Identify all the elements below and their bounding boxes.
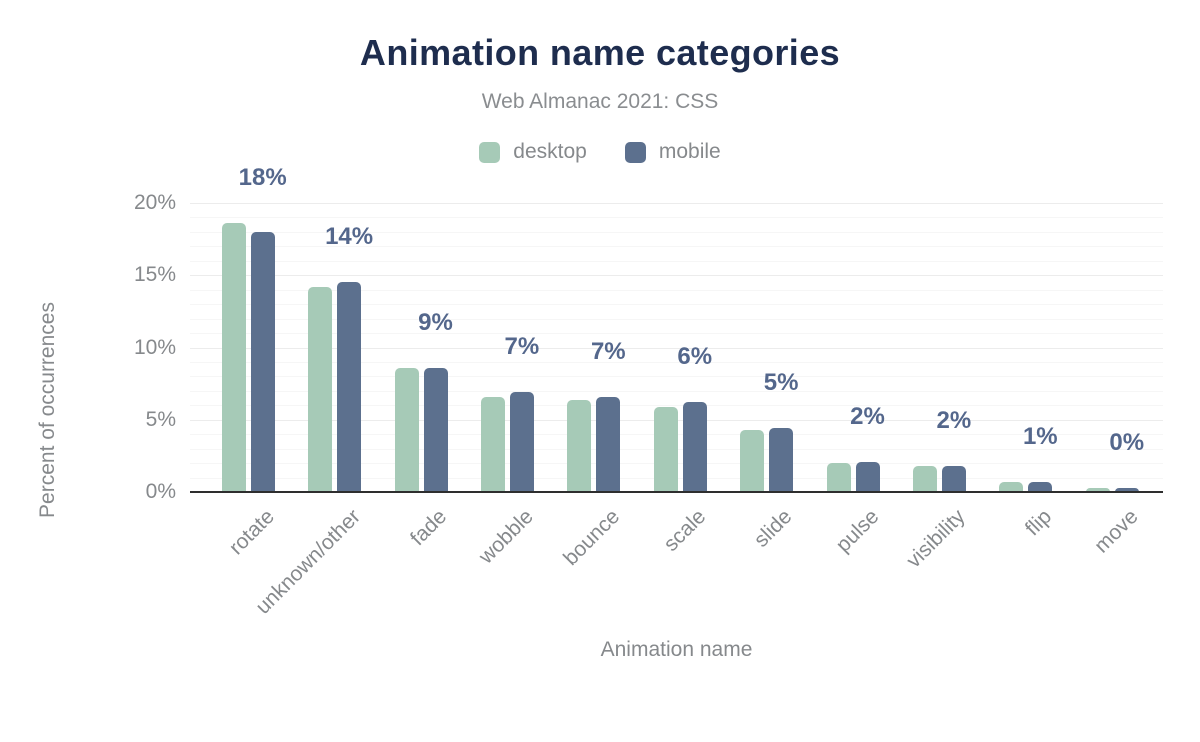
bar-mobile-wobble [509, 392, 534, 492]
major-gridline [190, 275, 1163, 277]
y-tick-label: 15% [133, 263, 176, 287]
minor-gridline [190, 217, 1163, 219]
bar-mobile-visibility [941, 465, 966, 492]
bar-mobile-move [1114, 487, 1139, 492]
x-tick-label: visibility [902, 505, 970, 573]
legend-label-mobile: mobile [658, 140, 721, 163]
legend-item-mobile: mobile [624, 140, 721, 164]
x-tick-label: pulse [831, 505, 884, 557]
bar-desktop-slide [740, 429, 765, 492]
mobile-swatch-icon [624, 141, 646, 163]
bar-desktop-wobble [480, 396, 505, 492]
x-tick-label: flip [1020, 505, 1057, 541]
desktop-swatch-icon [479, 141, 501, 163]
minor-gridline [190, 246, 1163, 248]
bar-mobile-fade [423, 367, 448, 492]
bar-mobile-flip [1028, 481, 1053, 492]
legend-item-desktop: desktop [479, 140, 587, 164]
x-tick-label: rotate [224, 505, 279, 560]
x-tick-label: scale [659, 505, 711, 556]
data-label: 7% [504, 333, 540, 361]
x-axis-title: Animation name [600, 638, 753, 661]
data-label: 18% [238, 164, 287, 192]
x-tick-label: bounce [559, 505, 625, 570]
legend: desktop mobile [0, 140, 1200, 164]
bar-desktop-move [1085, 487, 1110, 492]
data-label: 7% [590, 337, 626, 365]
y-tick-label: 20% [133, 191, 176, 214]
minor-gridline [190, 231, 1163, 233]
y-tick-label: 0% [145, 480, 176, 503]
data-label: 14% [325, 223, 374, 251]
data-label: 2% [850, 402, 885, 430]
bar-desktop-bounce [567, 399, 592, 492]
bar-mobile-slide [769, 428, 794, 492]
data-label: 5% [763, 369, 799, 397]
bar-mobile-bounce [596, 396, 621, 492]
minor-gridline [190, 333, 1163, 335]
bar-mobile-pulse [855, 461, 880, 492]
y-tick-label: 5% [145, 407, 176, 431]
minor-gridline [190, 318, 1163, 320]
chart-subtitle: Web Almanac 2021: CSS [481, 90, 719, 113]
x-tick-label: wobble [474, 505, 538, 569]
minor-gridline [190, 405, 1163, 407]
bar-desktop-scale [653, 406, 678, 492]
bar-mobile-scale [682, 402, 707, 492]
data-label: 6% [677, 343, 713, 371]
bar-desktop-unknown-other [308, 286, 333, 492]
major-gridline [190, 347, 1163, 349]
minor-gridline [190, 304, 1163, 306]
x-tick-label: slide [750, 505, 797, 552]
x-tick-label: move [1089, 505, 1143, 558]
minor-gridline [190, 260, 1163, 262]
bar-mobile-unknown-other [337, 282, 362, 492]
minor-gridline [190, 376, 1163, 378]
bar-desktop-visibility [912, 465, 937, 492]
y-tick-label: 10% [133, 335, 176, 359]
major-gridline [190, 203, 1163, 204]
x-tick-label: fade [406, 505, 452, 551]
y-axis-title: Percent of occurrences [36, 302, 59, 518]
data-label: 1% [1022, 422, 1058, 450]
minor-gridline [190, 390, 1163, 392]
bar-mobile-rotate [250, 231, 275, 492]
chart-title: Animation name categories [359, 32, 841, 73]
legend-label-desktop: desktop [513, 140, 587, 163]
bar-desktop-rotate [221, 223, 246, 492]
data-label: 2% [936, 406, 972, 434]
data-label: 0% [1109, 428, 1145, 456]
minor-gridline [190, 289, 1163, 291]
bar-desktop-pulse [826, 463, 851, 492]
bar-desktop-flip [999, 481, 1024, 492]
minor-gridline [190, 361, 1163, 363]
x-axis-line [190, 491, 1163, 493]
data-label: 9% [418, 308, 453, 336]
bar-desktop-fade [394, 367, 419, 492]
